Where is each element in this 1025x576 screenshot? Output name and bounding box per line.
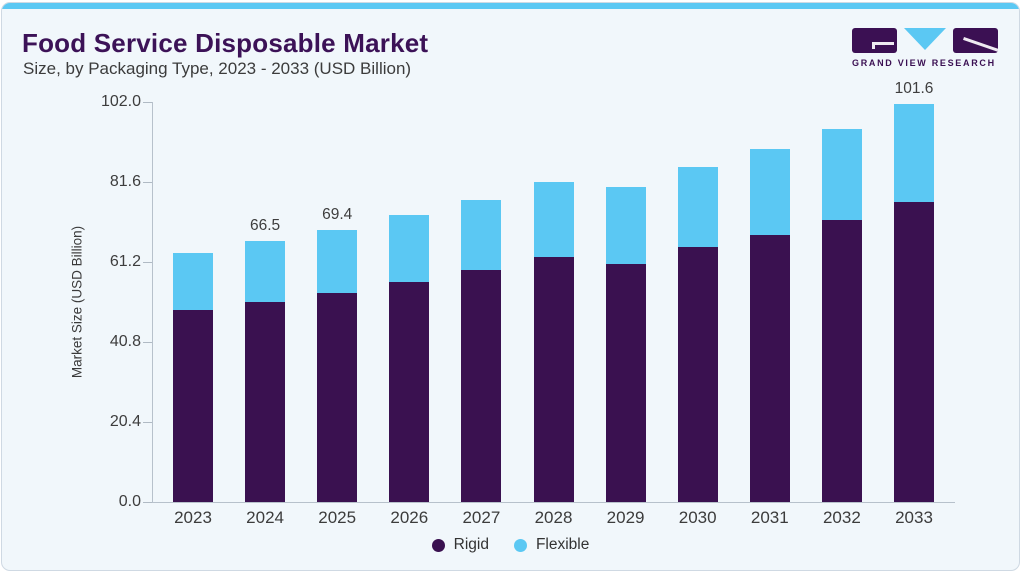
x-tick-2023: 2023 bbox=[174, 508, 212, 527]
page-title: Food Service Disposable Market bbox=[22, 28, 429, 58]
y-tick-0.0 bbox=[143, 502, 152, 503]
logo-v-icon bbox=[904, 28, 946, 50]
bar-2028-rigid bbox=[533, 257, 574, 502]
y-tick-label-102.0: 102.0 bbox=[100, 93, 141, 110]
y-tick-label-40.8: 40.8 bbox=[109, 333, 141, 350]
bar-2028-flexible bbox=[533, 182, 574, 258]
bar-2030-flexible bbox=[677, 167, 718, 248]
bar-2027-rigid bbox=[461, 270, 502, 502]
logo-g-stub bbox=[872, 42, 875, 49]
bar-2025-rigid bbox=[317, 293, 358, 502]
y-tick-20.4 bbox=[143, 422, 152, 423]
x-tick-2033: 2033 bbox=[895, 508, 933, 527]
logo-g-icon bbox=[852, 28, 897, 53]
bar-2024-rigid bbox=[245, 301, 286, 502]
logo-brand-text: GRAND VIEW RESEARCH bbox=[852, 58, 996, 68]
bar-label-2033: 101.6 bbox=[894, 79, 934, 97]
bar-2030-rigid bbox=[677, 247, 718, 502]
bar-label-2024: 66.5 bbox=[250, 217, 281, 235]
top-accent-bar bbox=[2, 3, 1019, 9]
bar-2032-flexible bbox=[821, 129, 862, 221]
y-tick-61.2 bbox=[143, 262, 152, 263]
legend-dot-flexible bbox=[513, 538, 527, 552]
legend-dot-rigid bbox=[431, 538, 445, 552]
logo-r-leg bbox=[963, 37, 998, 52]
bar-2026-flexible bbox=[389, 214, 430, 282]
legend: Rigid Flexible bbox=[2, 536, 1019, 554]
x-tick-2031: 2031 bbox=[750, 508, 789, 527]
legend-label-flexible: Flexible bbox=[535, 536, 590, 553]
bar-2027-flexible bbox=[461, 199, 502, 271]
bar-2029-rigid bbox=[605, 263, 646, 502]
y-axis-line bbox=[152, 102, 153, 502]
y-axis-title: Market Size (USD Billion) bbox=[69, 225, 85, 379]
y-tick-label-61.2: 61.2 bbox=[109, 253, 141, 270]
bar-2026-rigid bbox=[389, 281, 430, 502]
y-tick-102.0 bbox=[143, 102, 152, 103]
bar-2033-rigid bbox=[894, 201, 934, 502]
bar-2029-flexible bbox=[605, 187, 646, 264]
y-tick-label-0.0: 0.0 bbox=[118, 493, 141, 510]
bar-2023-rigid bbox=[173, 310, 213, 502]
legend-item-rigid: Rigid bbox=[431, 536, 489, 554]
bar-label-2025: 69.4 bbox=[322, 205, 353, 223]
bar-2032-rigid bbox=[821, 220, 862, 502]
x-tick-2027: 2027 bbox=[462, 508, 501, 527]
bar-2025-flexible bbox=[317, 229, 358, 294]
bar-2031-rigid bbox=[749, 234, 790, 502]
legend-item-flexible: Flexible bbox=[513, 536, 590, 554]
bar-2031-flexible bbox=[749, 149, 790, 235]
bar-2023-flexible bbox=[173, 253, 213, 311]
logo-r-icon bbox=[953, 28, 998, 53]
y-tick-label-20.4: 20.4 bbox=[109, 413, 141, 430]
x-tick-2024: 2024 bbox=[246, 508, 284, 527]
gvr-logo bbox=[852, 28, 998, 53]
x-tick-2028: 2028 bbox=[534, 508, 573, 527]
legend-label-rigid: Rigid bbox=[453, 536, 489, 553]
bar-2024-flexible bbox=[245, 241, 286, 302]
x-tick-2029: 2029 bbox=[606, 508, 645, 527]
page-subtitle: Size, by Packaging Type, 2023 - 2033 (US… bbox=[23, 59, 412, 78]
y-tick-81.6 bbox=[143, 182, 152, 183]
x-tick-2030: 2030 bbox=[678, 508, 717, 527]
bar-2033-flexible bbox=[894, 103, 934, 202]
logo-g-bar bbox=[872, 42, 894, 45]
x-tick-2032: 2032 bbox=[822, 508, 861, 527]
y-tick-label-81.6: 81.6 bbox=[109, 173, 141, 190]
x-axis-line bbox=[143, 502, 955, 503]
x-tick-2025: 2025 bbox=[318, 508, 357, 527]
x-tick-2026: 2026 bbox=[390, 508, 429, 527]
y-tick-40.8 bbox=[143, 342, 152, 343]
